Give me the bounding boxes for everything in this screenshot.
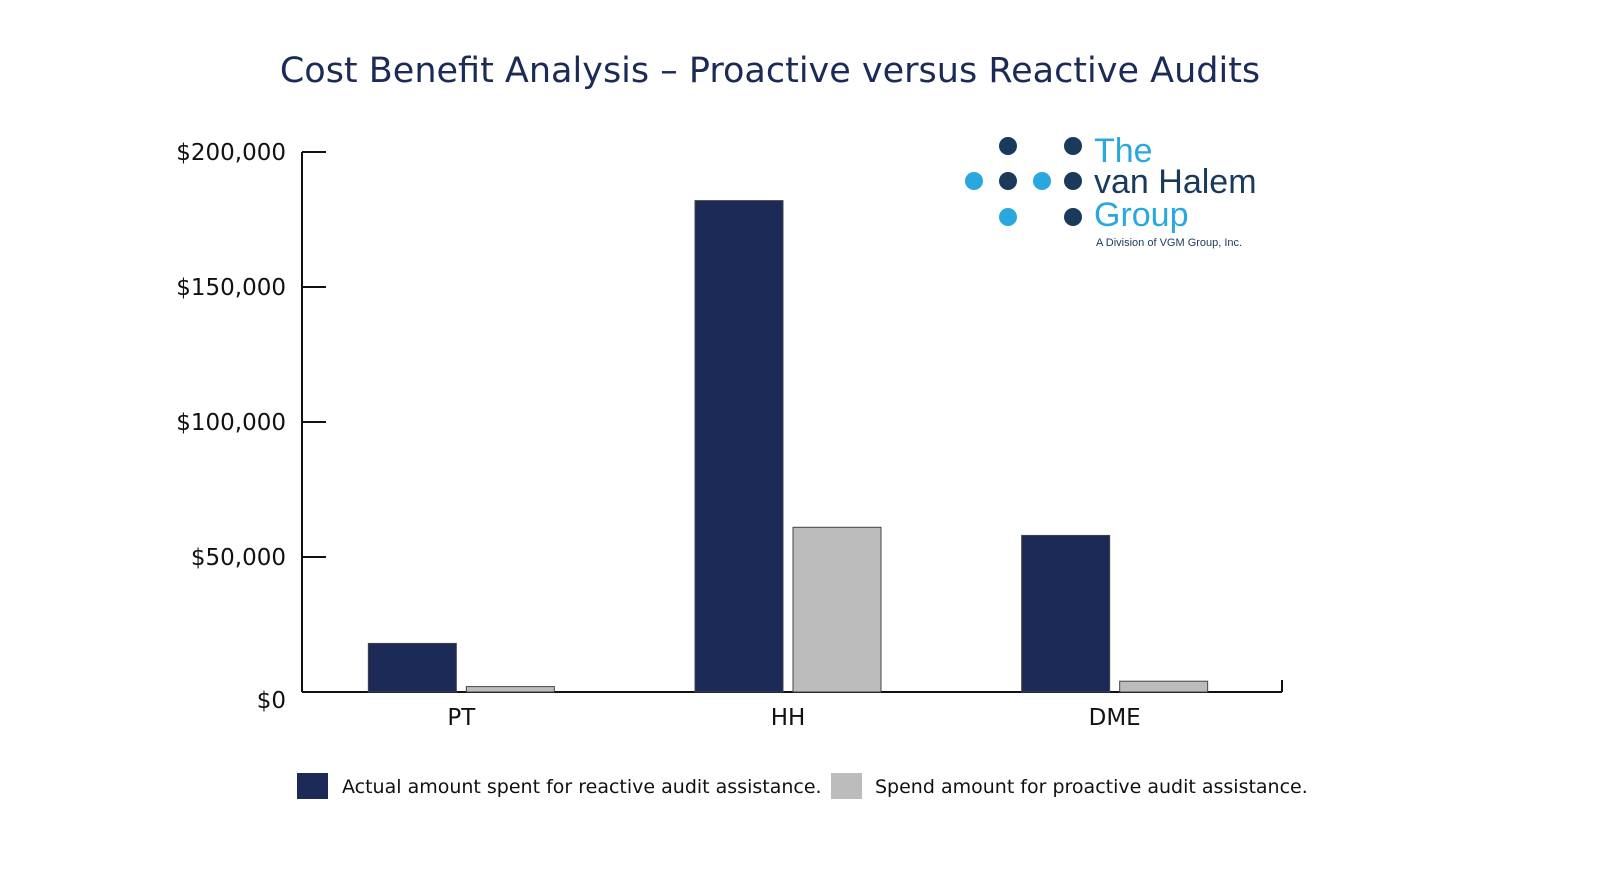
bar-pt-series-1 (367, 642, 457, 693)
van-halem-logo: The van Halem Group A Division of VGM Gr… (965, 132, 1257, 249)
legend-swatch-reactive (297, 773, 328, 799)
logo-dot (1033, 172, 1051, 190)
logo-dot (1064, 172, 1082, 190)
logo-dot (999, 208, 1017, 226)
logo-dot (999, 137, 1017, 155)
x-tick-label: DME (1089, 705, 1141, 731)
chart-title: Cost Benefit Analysis – Proactive versus… (280, 51, 1260, 91)
bar-dme-series-2 (1119, 680, 1209, 693)
logo-tagline: A Division of VGM Group, Inc. (1096, 237, 1242, 249)
x-tick-label: HH (771, 705, 806, 731)
bar-dme-series-1 (1021, 534, 1111, 693)
logo-dot (999, 172, 1017, 190)
legend-swatch-proactive (831, 773, 862, 799)
y-tick-label: $200,000 (176, 140, 286, 166)
y-tick-label: $0 (257, 688, 286, 714)
y-tick-label: $50,000 (191, 545, 286, 571)
legend: Actual amount spent for reactive audit a… (297, 773, 1308, 799)
logo-line-van-halem: van Halem (1094, 163, 1257, 201)
y-tick-label: $150,000 (176, 275, 286, 301)
bar-hh-series-2 (792, 526, 882, 693)
bars-group (367, 200, 1209, 693)
logo-dot (1064, 137, 1082, 155)
x-tick-label: PT (447, 705, 476, 731)
legend-label-proactive: Spend amount for proactive audit assista… (875, 776, 1308, 798)
logo-line-group: Group (1094, 196, 1189, 234)
logo-dot (1064, 208, 1082, 226)
y-tick-label: $100,000 (176, 410, 286, 436)
logo-line-the: The (1094, 132, 1153, 170)
y-axis-ticks: $0 $50,000 $100,000 $150,000 $200,000 (176, 140, 326, 714)
category-labels: PT HH DME (447, 705, 1140, 731)
legend-label-reactive: Actual amount spent for reactive audit a… (342, 776, 822, 798)
bar-hh-series-1 (694, 200, 784, 693)
bar-pt-series-2 (465, 686, 555, 693)
logo-dot (965, 172, 983, 190)
